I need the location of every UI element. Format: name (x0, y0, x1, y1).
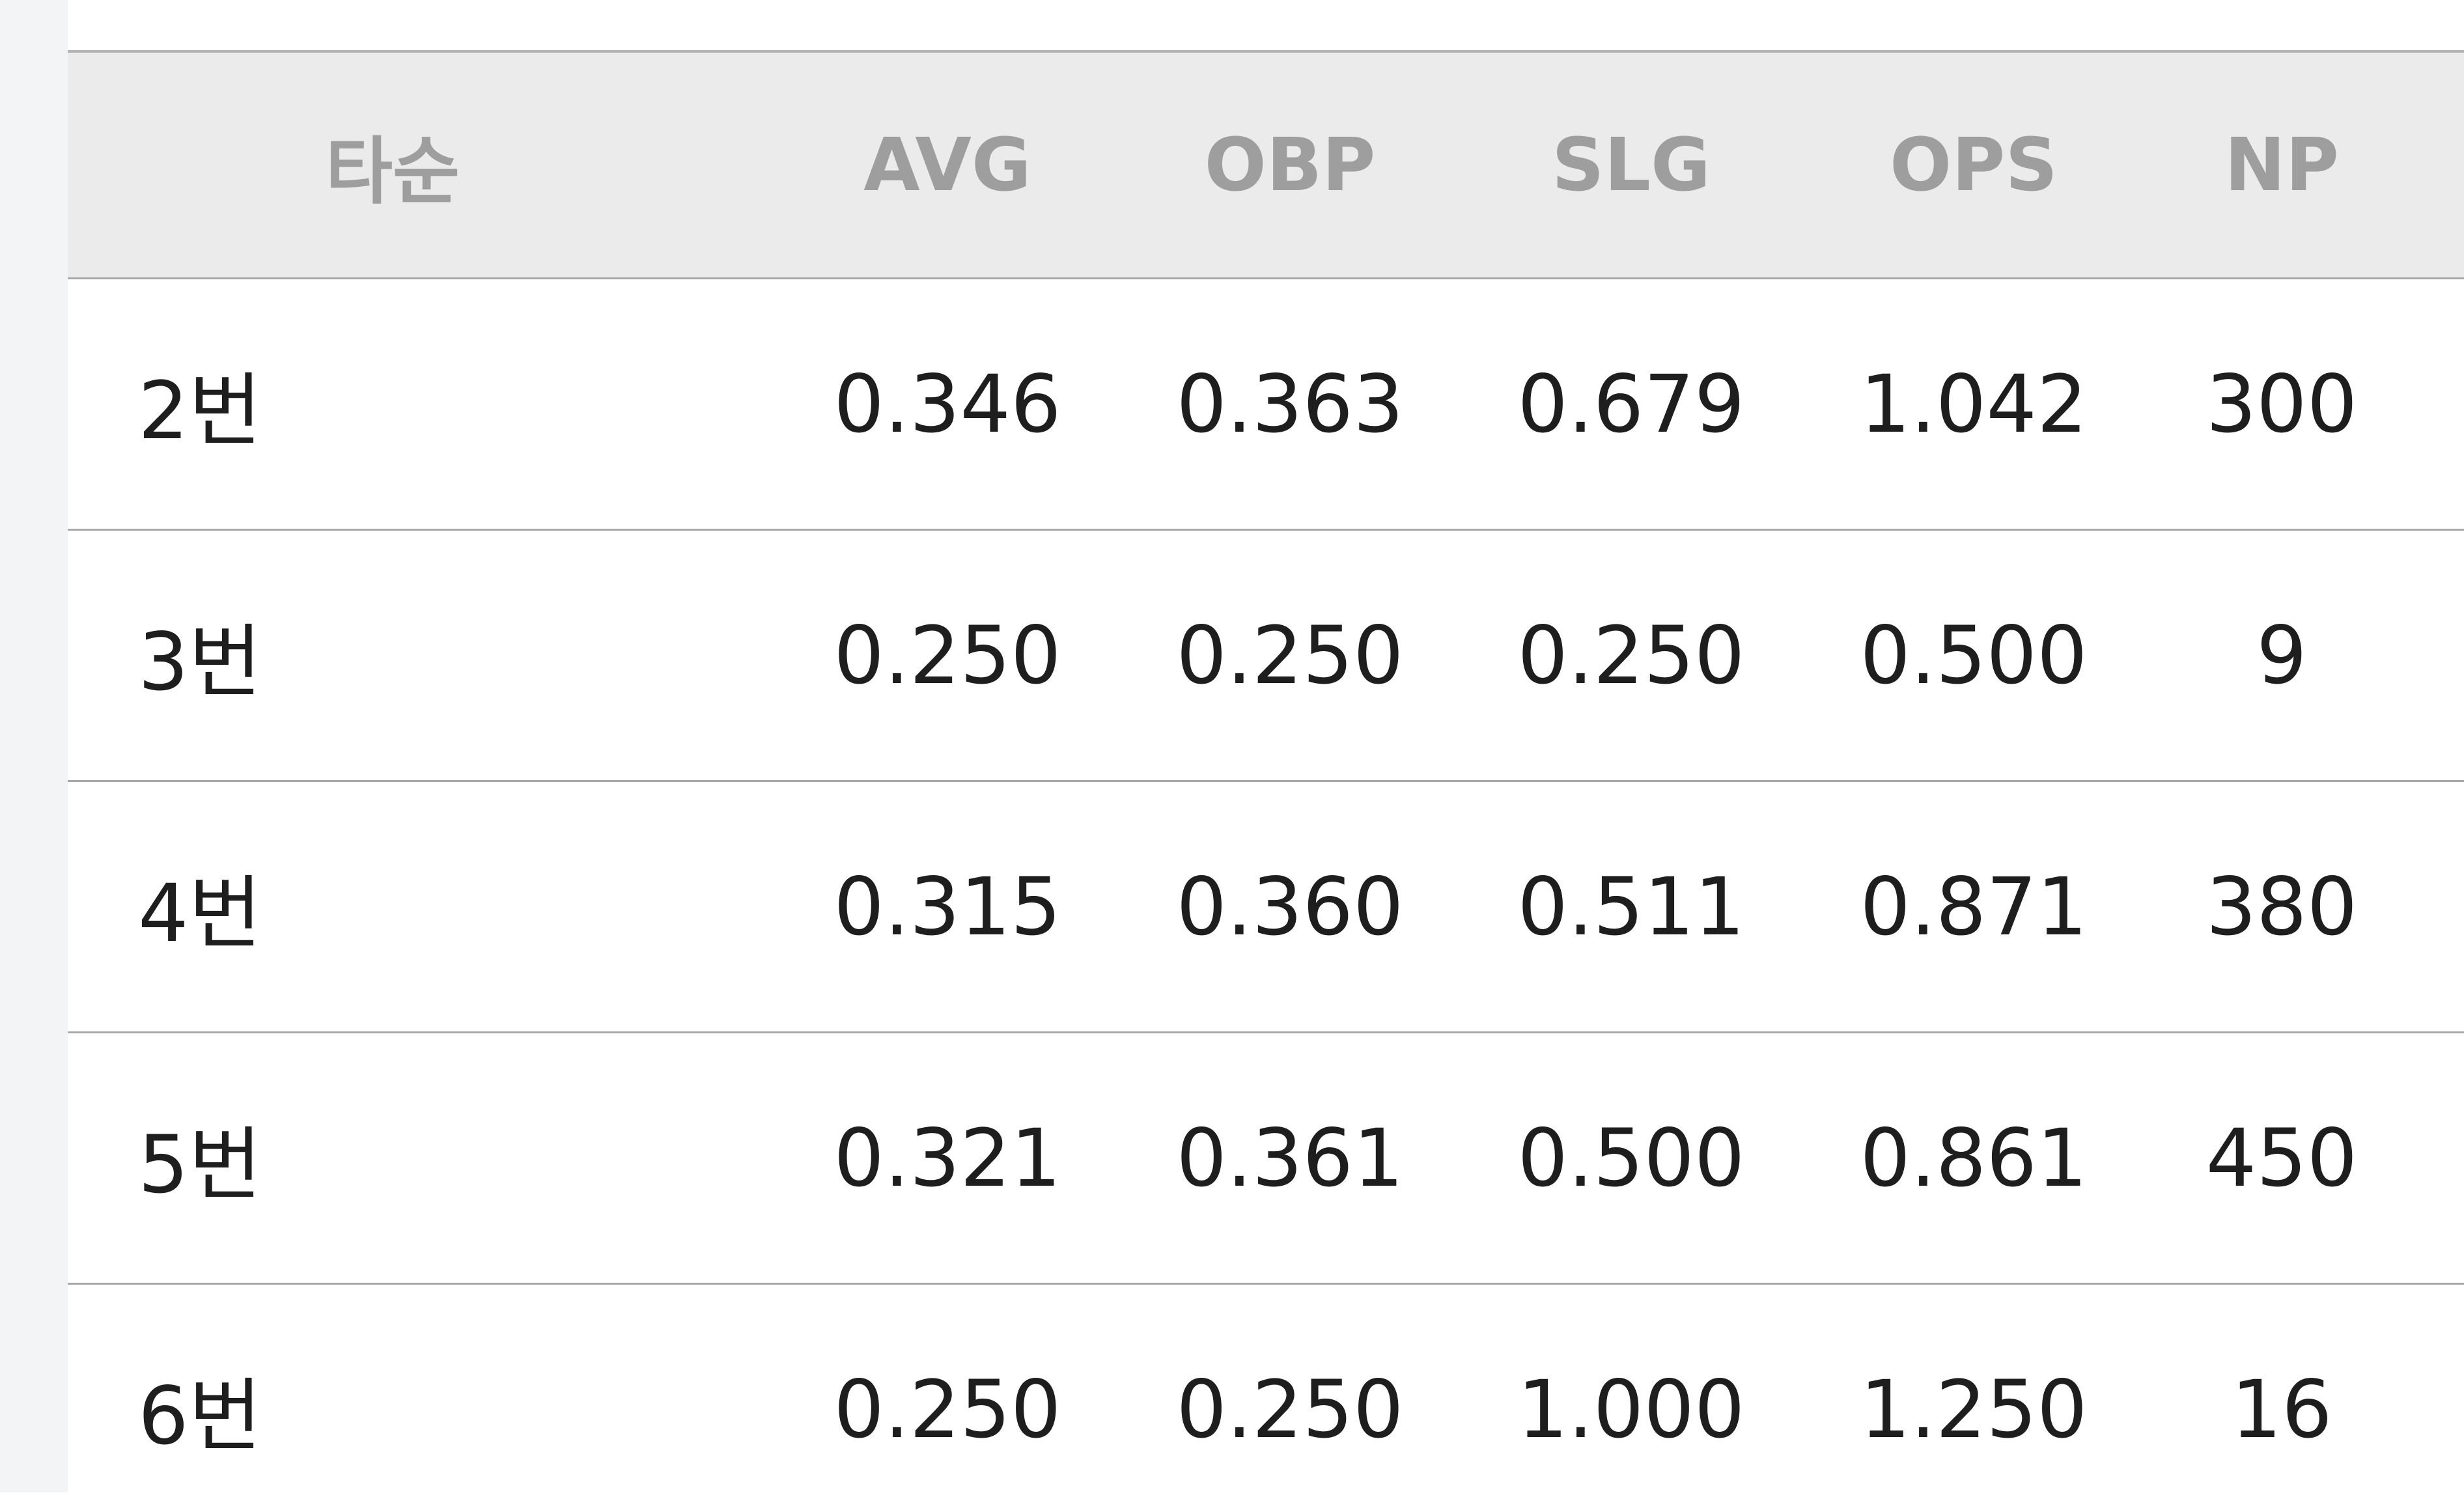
cell: 1.000 (1517, 1363, 1745, 1456)
cell: 0.500 (1517, 1111, 1745, 1205)
column-header: SLG (1552, 122, 1711, 208)
table-row: 6번 0.250 0.250 1.000 1.250 16 (68, 1285, 2464, 1495)
cell: 0.250 (1176, 609, 1404, 702)
table-row: 4번 0.315 0.360 0.511 0.871 380 (68, 782, 2464, 1033)
cell: 0.250 (833, 609, 1061, 702)
row-label: 4번 (138, 867, 262, 960)
cell: 0.315 (833, 860, 1061, 953)
cell: 0.361 (1176, 1111, 1404, 1205)
cell: 0.363 (1176, 357, 1404, 451)
cell: 0.250 (833, 1363, 1061, 1456)
cell: 0.321 (833, 1111, 1061, 1205)
row-label: 3번 (138, 616, 262, 708)
cell: 0.500 (1860, 609, 2088, 702)
cell: 1.250 (1860, 1363, 2088, 1456)
column-header: AVG (863, 122, 1031, 208)
cell: 300 (2205, 357, 2358, 451)
stats-table: 타순 AVG OBP SLG OPS NP 2번 0.346 0.363 0.679 1.042 30… (68, 50, 2464, 1495)
cell: 0.511 (1517, 860, 1745, 953)
cell: 0.250 (1176, 1363, 1404, 1456)
table-row: 2번 0.346 0.363 0.679 1.042 300 (68, 279, 2464, 531)
column-header: OPS (1890, 122, 2058, 208)
cell: 16 (2231, 1363, 2332, 1456)
row-label: 5번 (138, 1119, 262, 1211)
cell: 0.861 (1860, 1111, 2088, 1205)
cell: 9 (2256, 609, 2307, 702)
column-header: NP (2224, 122, 2339, 208)
cell: 0.871 (1860, 860, 2088, 953)
table-row: 3번 0.250 0.250 0.250 0.500 9 (68, 531, 2464, 782)
table-row: 5번 0.321 0.361 0.500 0.861 450 (68, 1033, 2464, 1285)
cell: 450 (2205, 1111, 2358, 1205)
column-header: OBP (1204, 122, 1376, 208)
cell: 1.042 (1860, 357, 2088, 451)
cell: 0.360 (1176, 860, 1404, 953)
row-label: 2번 (138, 365, 262, 457)
cell: 0.250 (1517, 609, 1745, 702)
row-label: 6번 (138, 1370, 262, 1462)
side-strip (0, 0, 68, 1492)
header-row: 타순 AVG OBP SLG OPS NP (68, 53, 2464, 279)
cell: 0.346 (833, 357, 1061, 451)
cell: 0.679 (1517, 357, 1745, 451)
cell: 380 (2205, 860, 2358, 953)
column-header: 타순 (325, 129, 460, 214)
